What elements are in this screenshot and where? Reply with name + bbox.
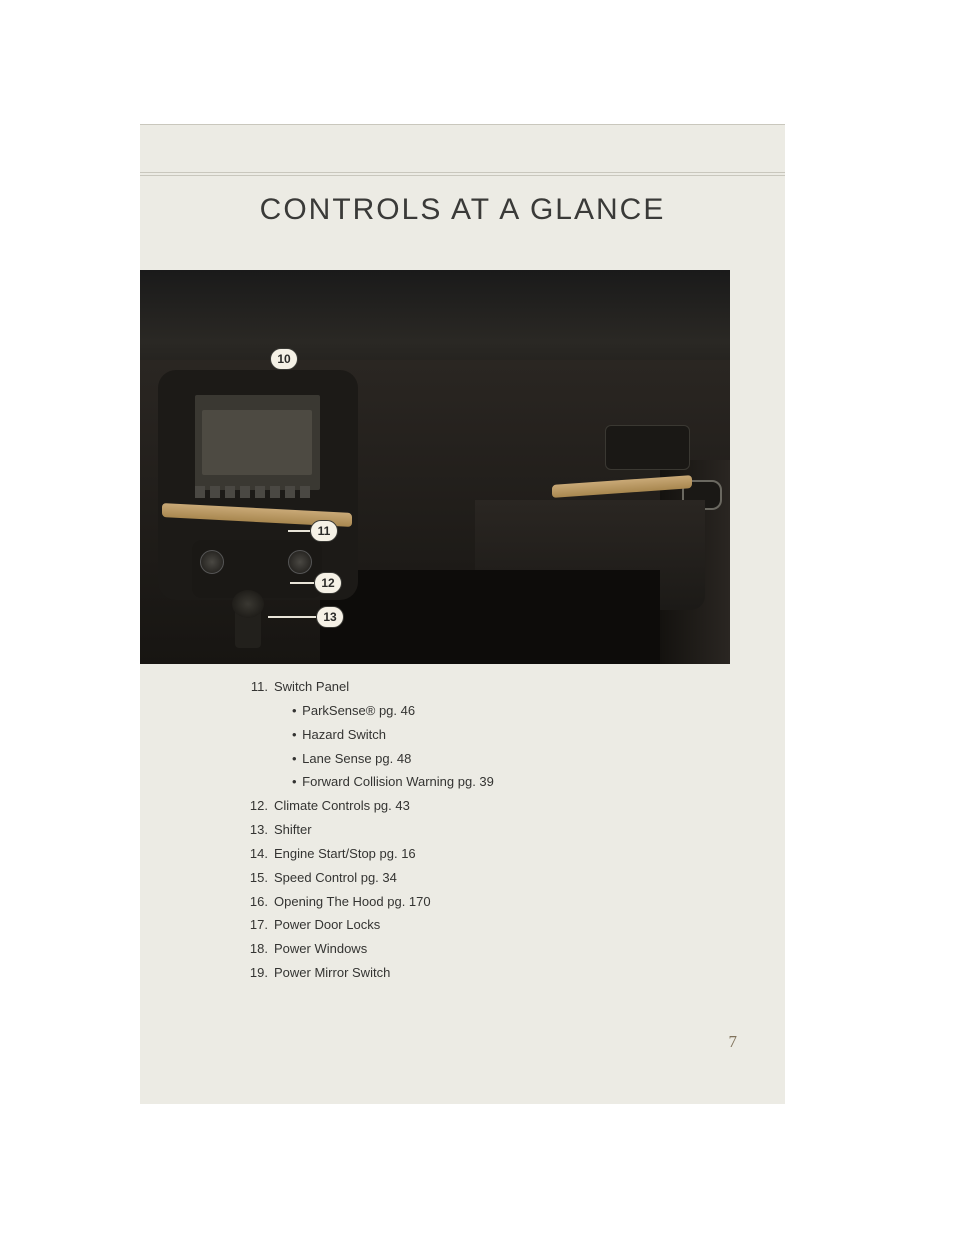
list-num: 13. (248, 821, 274, 840)
footwell (320, 570, 660, 664)
touchscreen-content (202, 410, 312, 475)
list-subitem: Lane Sense pg. 48 (292, 750, 668, 769)
list-subitem: Hazard Switch (292, 726, 668, 745)
dashboard-figure: 10 11 12 13 (140, 270, 730, 664)
list-text: Power Mirror Switch (274, 964, 668, 983)
list-item-18: 18. Power Windows (248, 940, 668, 959)
controls-list: 11. Switch Panel ParkSense® pg. 46 Hazar… (248, 678, 668, 988)
climate-knob-left (200, 550, 224, 574)
leader-12 (290, 582, 314, 584)
leader-11 (288, 530, 310, 532)
list-item-12: 12. Climate Controls pg. 43 (248, 797, 668, 816)
list-item-17: 17. Power Door Locks (248, 916, 668, 935)
list-text: Switch Panel (274, 678, 668, 697)
shifter-knob (232, 590, 264, 618)
switch-panel-row (195, 486, 320, 498)
list-num: 12. (248, 797, 274, 816)
list-num: 15. (248, 869, 274, 888)
list-text: Power Windows (274, 940, 668, 959)
list-text: Opening The Hood pg. 170 (274, 893, 668, 912)
air-vent-right (605, 425, 690, 470)
list-text: Power Door Locks (274, 916, 668, 935)
list-item-14: 14. Engine Start/Stop pg. 16 (248, 845, 668, 864)
list-num: 11. (248, 678, 274, 697)
list-item-13: 13. Shifter (248, 821, 668, 840)
list-item-19: 19. Power Mirror Switch (248, 964, 668, 983)
climate-knob-right (288, 550, 312, 574)
callout-11: 11 (310, 520, 338, 542)
list-item-11: 11. Switch Panel (248, 678, 668, 697)
page-number: 7 (729, 1032, 738, 1052)
list-num: 14. (248, 845, 274, 864)
list-num: 18. (248, 940, 274, 959)
page-title: CONTROLS AT A GLANCE (140, 193, 785, 227)
list-item-15: 15. Speed Control pg. 34 (248, 869, 668, 888)
list-num: 17. (248, 916, 274, 935)
list-text: Engine Start/Stop pg. 16 (274, 845, 668, 864)
list-text: Speed Control pg. 34 (274, 869, 668, 888)
manual-page: CONTROLS AT A GLANCE 10 11 12 13 11. Swi… (140, 124, 785, 1104)
list-num: 19. (248, 964, 274, 983)
list-subitem: Forward Collision Warning pg. 39 (292, 773, 668, 792)
rule-top-2 (140, 175, 785, 176)
list-item-16: 16. Opening The Hood pg. 170 (248, 893, 668, 912)
list-num: 16. (248, 893, 274, 912)
callout-12: 12 (314, 572, 342, 594)
list-subitem: ParkSense® pg. 46 (292, 702, 668, 721)
list-text: Climate Controls pg. 43 (274, 797, 668, 816)
leader-13 (268, 616, 316, 618)
list-text: Shifter (274, 821, 668, 840)
callout-13: 13 (316, 606, 344, 628)
rule-top-1 (140, 172, 785, 173)
callout-10: 10 (270, 348, 298, 370)
